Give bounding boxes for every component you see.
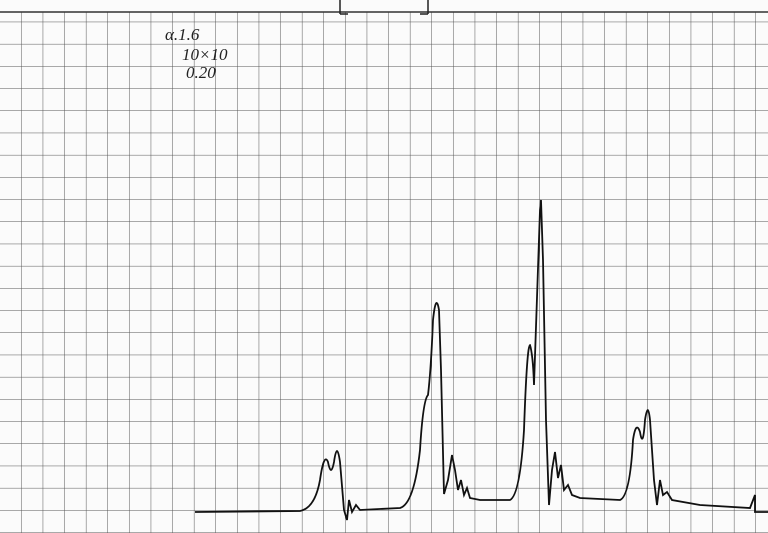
- annotation-cell: 10×10: [182, 45, 228, 64]
- page: {"annotations": {"sample": "α.1.6", "cel…: [0, 0, 768, 533]
- chart-paper: α.1.6 10×10 0.20: [0, 0, 768, 533]
- annotation-sample: α.1.6: [165, 25, 200, 44]
- annotation-value: 0.20: [186, 63, 216, 82]
